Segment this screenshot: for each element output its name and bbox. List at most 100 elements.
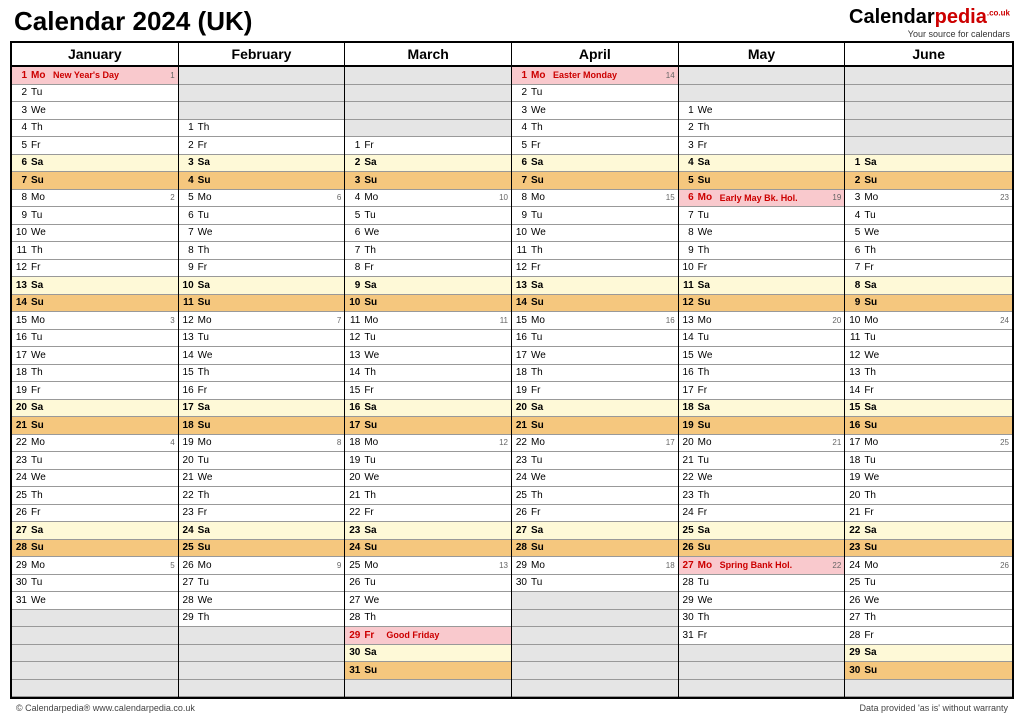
week-number: 6	[337, 193, 341, 202]
day-number: 6	[848, 245, 864, 256]
day-cell: 2Sa	[345, 155, 511, 173]
day-number: 27	[348, 595, 364, 606]
day-number: 31	[15, 595, 31, 606]
day-weekday: Th	[198, 122, 220, 133]
day-cell: 5Fr	[512, 137, 678, 155]
day-weekday: Fr	[864, 630, 886, 641]
blank-cell	[679, 67, 845, 85]
day-weekday: Su	[531, 297, 553, 308]
day-weekday: We	[698, 105, 720, 116]
day-number: 28	[348, 612, 364, 623]
day-number: 24	[15, 472, 31, 483]
day-cell: 2Fr	[179, 137, 345, 155]
day-number: 23	[682, 490, 698, 501]
day-weekday: Su	[364, 665, 386, 676]
day-number: 22	[515, 437, 531, 448]
day-number: 27	[682, 560, 698, 571]
day-number: 23	[15, 455, 31, 466]
holiday-label: Spring Bank Hol.	[720, 560, 842, 570]
day-weekday: Tu	[531, 577, 553, 588]
day-number: 13	[682, 315, 698, 326]
day-cell: 31Su	[345, 662, 511, 680]
day-number: 16	[182, 385, 198, 396]
day-number: 1	[182, 122, 198, 133]
day-cell: 25Tu	[845, 575, 1012, 593]
day-weekday: Fr	[698, 507, 720, 518]
day-weekday: We	[531, 105, 553, 116]
month-header: February	[179, 43, 345, 67]
day-weekday: Mo	[31, 560, 53, 571]
day-weekday: Mo	[531, 315, 553, 326]
day-weekday: Tu	[198, 577, 220, 588]
day-weekday: Th	[364, 612, 386, 623]
day-cell: 5We	[845, 225, 1012, 243]
day-weekday: Fr	[198, 507, 220, 518]
blank-cell	[679, 662, 845, 680]
week-number: 12	[499, 438, 508, 447]
day-cell: 22Fr	[345, 505, 511, 523]
day-cell: 9Tu	[512, 207, 678, 225]
month-column: March1Fr2Sa3Su4Mo105Tu6We7Th8Fr9Sa10Su11…	[345, 43, 512, 697]
day-cell: 21Su	[12, 417, 178, 435]
week-number: 18	[666, 561, 675, 570]
day-cell: 31Fr	[679, 627, 845, 645]
day-number: 30	[515, 577, 531, 588]
blank-cell	[345, 67, 511, 85]
day-cell: 13Sa	[12, 277, 178, 295]
blank-cell	[345, 85, 511, 103]
day-weekday: Tu	[531, 455, 553, 466]
day-cell: 23Fr	[179, 505, 345, 523]
day-weekday: Th	[864, 245, 886, 256]
blank-cell	[345, 120, 511, 138]
day-weekday: We	[364, 595, 386, 606]
day-cell: 16Sa	[345, 400, 511, 418]
day-cell: 21Th	[345, 487, 511, 505]
day-cell: 23Tu	[12, 452, 178, 470]
day-cell: 7Su	[12, 172, 178, 190]
day-weekday: Su	[864, 297, 886, 308]
day-number: 1	[515, 70, 531, 81]
day-weekday: Su	[698, 175, 720, 186]
blank-cell	[179, 627, 345, 645]
footer: © Calendarpedia® www.calendarpedia.co.uk…	[10, 699, 1014, 713]
day-cell: 29We	[679, 592, 845, 610]
day-number: 7	[515, 175, 531, 186]
day-cell: 17Sa	[179, 400, 345, 418]
day-cell: 22Sa	[845, 522, 1012, 540]
day-number: 24	[515, 472, 531, 483]
page-title: Calendar 2024 (UK)	[14, 6, 252, 37]
day-cell: 11Mo11	[345, 312, 511, 330]
day-weekday: Mo	[364, 437, 386, 448]
day-cell: 12Mo7	[179, 312, 345, 330]
day-weekday: Su	[31, 175, 53, 186]
day-cell: 11Su	[179, 295, 345, 313]
day-number: 7	[848, 262, 864, 273]
day-weekday: Sa	[531, 157, 553, 168]
day-cell: 10Mo24	[845, 312, 1012, 330]
week-number: 22	[832, 561, 841, 570]
day-weekday: Sa	[864, 647, 886, 658]
day-cell: 21Su	[512, 417, 678, 435]
blank-cell	[12, 610, 178, 628]
day-cell: 24Sa	[179, 522, 345, 540]
day-weekday: Sa	[864, 402, 886, 413]
day-weekday: Mo	[364, 560, 386, 571]
day-weekday: Su	[31, 420, 53, 431]
day-weekday: Su	[531, 542, 553, 553]
day-weekday: We	[864, 472, 886, 483]
day-number: 22	[848, 525, 864, 536]
day-number: 30	[682, 612, 698, 623]
day-number: 19	[682, 420, 698, 431]
day-cell: 27We	[345, 592, 511, 610]
month-header: April	[512, 43, 678, 67]
day-cell: 19Tu	[345, 452, 511, 470]
day-weekday: Tu	[698, 332, 720, 343]
day-weekday: Su	[864, 542, 886, 553]
day-number: 21	[682, 455, 698, 466]
day-number: 20	[682, 437, 698, 448]
day-cell: 17Fr	[679, 382, 845, 400]
day-number: 12	[682, 297, 698, 308]
day-weekday: Fr	[198, 262, 220, 273]
day-cell: 12We	[845, 347, 1012, 365]
day-number: 23	[515, 455, 531, 466]
